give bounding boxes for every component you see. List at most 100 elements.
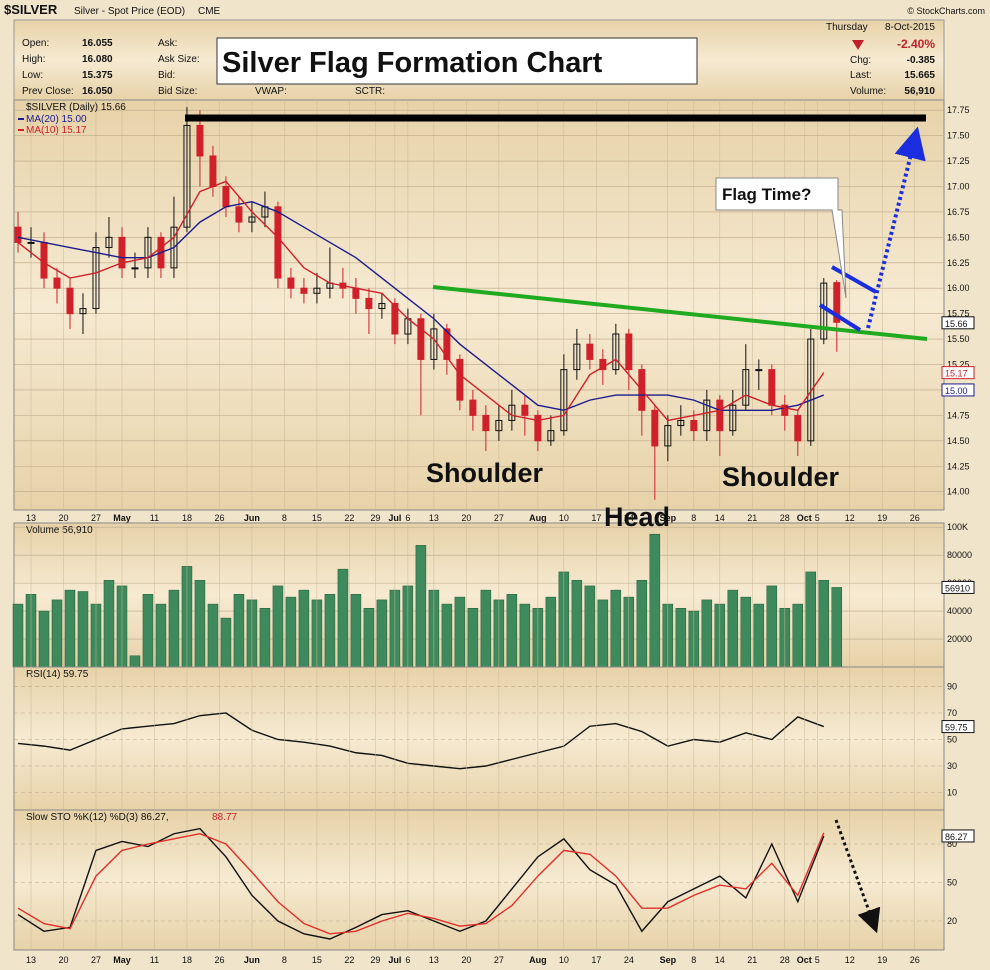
volume-bar bbox=[675, 608, 687, 668]
x-tick-label: 12 bbox=[845, 513, 855, 523]
value-tag bbox=[941, 366, 975, 380]
candle-body bbox=[469, 399, 477, 416]
field-label: Bid Size: bbox=[158, 86, 197, 97]
field-label: Low: bbox=[22, 70, 43, 81]
x-tick-label: 20 bbox=[461, 513, 471, 523]
y-tick-label: 15.25 bbox=[947, 360, 970, 370]
y-tick-label: 16.50 bbox=[947, 232, 970, 242]
copyright: © StockCharts.com bbox=[907, 6, 985, 16]
volume-bar bbox=[480, 589, 492, 668]
candle-body bbox=[703, 399, 711, 432]
x-tick-label: Jul bbox=[388, 513, 401, 523]
x-tick-label: Aug bbox=[529, 513, 547, 523]
panel-label: Volume 56,910 bbox=[26, 525, 93, 536]
volume-bar bbox=[77, 591, 89, 668]
candle-body bbox=[521, 404, 529, 416]
volume-bar bbox=[753, 603, 765, 668]
down-arrow bbox=[852, 40, 864, 50]
field-value: -0.385 bbox=[907, 55, 936, 66]
candle-body bbox=[742, 369, 750, 406]
volume-bar bbox=[649, 533, 661, 668]
plot-area: 14.00 14.25 14.50 14.75 15.00 15.25 15.50 15.75… bbox=[12, 99, 975, 965]
y-tick-label: 17.25 bbox=[947, 156, 970, 166]
header: $SILVER Silver - Spot Price (EOD) CME © … bbox=[4, 2, 985, 97]
volume-bar bbox=[597, 599, 609, 668]
series-line bbox=[17, 712, 825, 770]
symbol: $SILVER bbox=[4, 2, 58, 17]
x-tick-label: 18 bbox=[182, 513, 192, 523]
change-pct: -2.40% bbox=[897, 37, 935, 51]
x-tick-label: 29 bbox=[370, 955, 380, 965]
volume-bar bbox=[285, 596, 297, 668]
candle-body bbox=[807, 338, 815, 442]
candle-body bbox=[690, 419, 698, 432]
value-tag bbox=[941, 720, 975, 734]
field-value: 16.055 bbox=[82, 38, 113, 49]
volume-bar bbox=[467, 608, 479, 668]
panel-label: Slow STO %K(12) %D(3) 86.27, bbox=[26, 812, 169, 823]
field-label: SCTR: bbox=[355, 86, 385, 97]
x-tick-label: 26 bbox=[214, 513, 224, 523]
candle-body bbox=[560, 369, 568, 432]
field-value: 15.375 bbox=[82, 70, 113, 81]
candle-body bbox=[547, 430, 555, 442]
date: 8-Oct-2015 bbox=[885, 22, 935, 33]
candle-body bbox=[105, 236, 113, 249]
value-tag-label: 15.66 bbox=[945, 319, 968, 329]
value-tag bbox=[941, 580, 975, 594]
field-value: 16.080 bbox=[82, 54, 113, 65]
y-tick-label: 14.75 bbox=[947, 410, 970, 420]
volume-bar bbox=[610, 589, 622, 668]
description: Silver - Spot Price (EOD) bbox=[74, 6, 185, 17]
y-tick-label: 16.75 bbox=[947, 207, 970, 217]
x-tick-label: 22 bbox=[344, 513, 354, 523]
x-tick-label: 26 bbox=[214, 955, 224, 965]
x-tick-label: 20 bbox=[58, 513, 68, 523]
volume-bar bbox=[415, 545, 427, 668]
field-label: Chg: bbox=[850, 55, 871, 66]
volume-bar bbox=[207, 603, 219, 668]
volume-bar bbox=[636, 580, 648, 668]
series-line bbox=[17, 832, 825, 935]
value-tag-label: 15.17 bbox=[945, 369, 968, 379]
left-shoulder: Shoulder bbox=[426, 458, 543, 488]
x-tick-label: 17 bbox=[591, 955, 601, 965]
x-tick-label: 22 bbox=[344, 955, 354, 965]
y-tick-label: 17.00 bbox=[947, 181, 970, 191]
x-tick-label: 28 bbox=[780, 513, 790, 523]
volume-bar bbox=[727, 589, 739, 668]
volume-bar bbox=[571, 580, 583, 668]
candle-body bbox=[313, 287, 321, 294]
y-tick-label: 14.00 bbox=[947, 487, 970, 497]
x-tick-label: 24 bbox=[624, 955, 634, 965]
x-tick-label: 14 bbox=[715, 513, 725, 523]
value-tag-label: 59.75 bbox=[945, 723, 968, 733]
candle-body bbox=[196, 124, 204, 157]
x-tick-label: 6 bbox=[405, 955, 410, 965]
candle-body bbox=[677, 419, 685, 427]
y-tick-label: 30 bbox=[947, 761, 957, 771]
series-line bbox=[17, 180, 825, 422]
y-tick-label: 70 bbox=[947, 708, 957, 718]
x-tick-label: 5 bbox=[815, 955, 820, 965]
x-tick-label: 8 bbox=[282, 955, 287, 965]
candle-body bbox=[14, 226, 22, 243]
volume-bar bbox=[584, 585, 596, 668]
candle-body bbox=[482, 414, 490, 432]
volume-bar bbox=[441, 603, 453, 668]
volume-bar bbox=[350, 594, 362, 668]
candle-body bbox=[443, 328, 451, 360]
y-tick-label: 20 bbox=[947, 916, 957, 926]
candle-body bbox=[534, 414, 542, 442]
y-tick-label: 15.75 bbox=[947, 309, 970, 319]
field-label: Ask: bbox=[158, 38, 177, 49]
value-tag bbox=[941, 316, 975, 330]
head: Head bbox=[604, 502, 670, 532]
legend-label: MA(20) 15.00 bbox=[26, 114, 87, 125]
x-tick-label: Oct bbox=[797, 513, 812, 523]
candle-body bbox=[729, 404, 737, 432]
x-tick-label: Aug bbox=[529, 955, 547, 965]
candle-body bbox=[833, 282, 841, 323]
field-value: 56,910 bbox=[904, 86, 935, 97]
x-tick-label: 27 bbox=[494, 513, 504, 523]
